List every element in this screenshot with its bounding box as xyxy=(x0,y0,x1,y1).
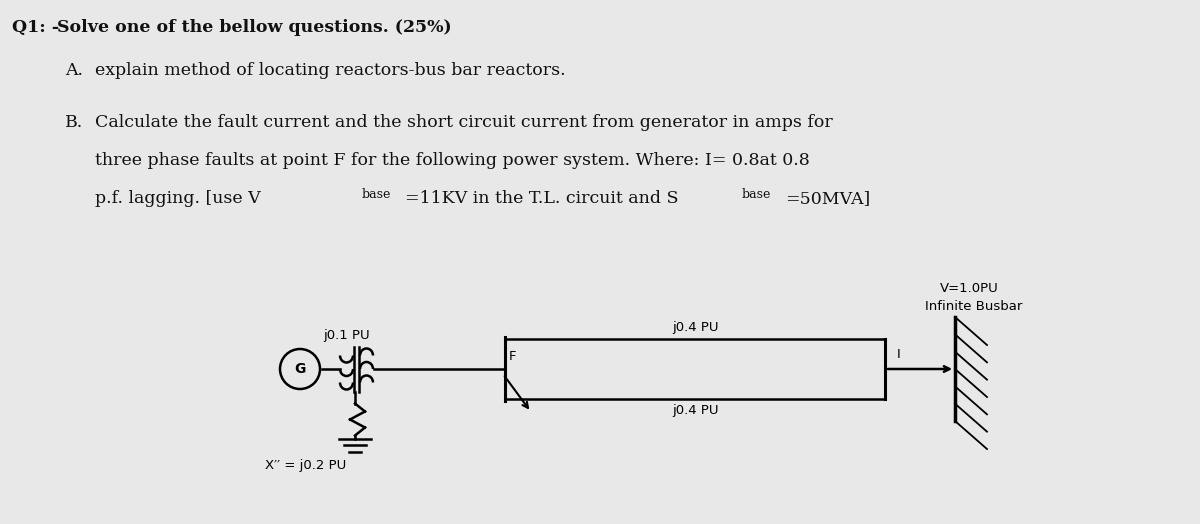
Text: j0.1 PU: j0.1 PU xyxy=(324,330,371,343)
Text: Calculate the fault current and the short circuit current from generator in amps: Calculate the fault current and the shor… xyxy=(95,114,833,131)
Text: p.f. lagging. [use V: p.f. lagging. [use V xyxy=(95,190,260,207)
Text: Solve one of the bellow questions. (25%): Solve one of the bellow questions. (25%) xyxy=(58,19,451,36)
Text: explain method of locating reactors-bus bar reactors.: explain method of locating reactors-bus … xyxy=(95,62,565,79)
Text: A.: A. xyxy=(65,62,83,79)
Text: B.: B. xyxy=(65,114,83,131)
Text: F: F xyxy=(509,350,516,363)
Text: three phase faults at point F for the following power system. Where: I= 0.8at 0.: three phase faults at point F for the fo… xyxy=(95,152,810,169)
Text: =11KV in the T.L. circuit and S: =11KV in the T.L. circuit and S xyxy=(406,190,678,207)
Text: I: I xyxy=(896,348,901,361)
Text: j0.4 PU: j0.4 PU xyxy=(672,404,719,417)
Text: base: base xyxy=(362,188,391,201)
Text: G: G xyxy=(294,362,306,376)
Text: Infinite Busbar: Infinite Busbar xyxy=(925,300,1022,313)
Text: X′′ = j0.2 PU: X′′ = j0.2 PU xyxy=(265,459,347,472)
Text: j0.4 PU: j0.4 PU xyxy=(672,321,719,334)
Text: =50MVA]: =50MVA] xyxy=(785,190,870,207)
Text: Q1: -: Q1: - xyxy=(12,19,65,36)
Text: V=1.0PU: V=1.0PU xyxy=(940,282,998,295)
Text: base: base xyxy=(742,188,772,201)
